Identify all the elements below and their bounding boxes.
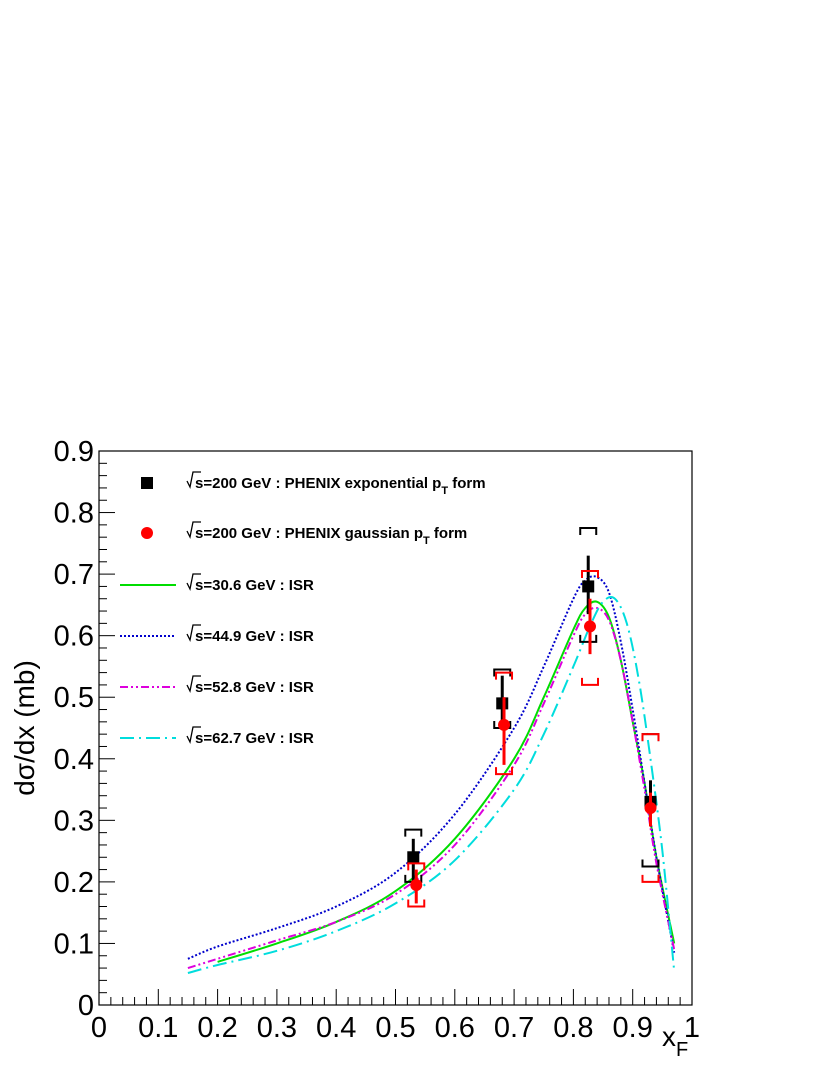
legend-label-part: s=200 GeV : PHENIX exponential p [195, 475, 441, 492]
data-point-circle [644, 802, 657, 815]
x-tick-label: 0.3 [257, 1012, 297, 1044]
legend-label: s=52.8 GeV : ISR [195, 679, 314, 696]
sys-bracket-high [641, 733, 660, 742]
legend-label-part: s=44.9 GeV : ISR [195, 628, 314, 645]
x-tick-label: 1 [684, 1012, 700, 1044]
y-tick-label: 0.7 [54, 559, 94, 591]
y-tick-label: 0.2 [54, 867, 94, 899]
sqrt-symbol [186, 471, 201, 489]
axis-tick-labels: 0 0.1 0.2 0.3 0.4 0.5 0.6 0.7 0.8 0.9 1 0 0.1 0.2 0.3 0… [54, 436, 700, 1044]
sys-bracket-low [641, 874, 660, 883]
x-tick-label: 0.9 [613, 1012, 653, 1044]
data-point-circle [584, 620, 597, 633]
x-tick-label: 0.6 [435, 1012, 475, 1044]
legend-label-part: s=62.7 GeV : ISR [195, 730, 314, 747]
sys-bracket-low [407, 899, 426, 908]
y-tick-label: 0 [78, 990, 94, 1022]
data-point-square [582, 580, 595, 593]
y-tick-label: 0.4 [54, 744, 94, 776]
data-point-circle [498, 718, 511, 731]
sys-bracket-high [581, 570, 600, 579]
x-tick-label: 0.2 [197, 1012, 237, 1044]
legend-label-part: form [430, 525, 468, 542]
legend-label: s=200 GeV : PHENIX exponential pT form [195, 475, 486, 497]
phenix-points [404, 526, 660, 908]
sys-bracket-high [407, 862, 426, 871]
legend-label-part: s=30.6 GeV : ISR [195, 577, 314, 594]
x-tick-label: 0.4 [316, 1012, 356, 1044]
sqrt-symbol [186, 624, 201, 642]
legend: s=200 GeV : PHENIX exponential pT forms=… [120, 471, 486, 747]
legend-label: s=62.7 GeV : ISR [195, 730, 314, 747]
x-tick-label: 0 [91, 1012, 107, 1044]
sys-bracket-high [579, 526, 598, 535]
legend-marker-square [141, 477, 153, 489]
y-tick-label: 0.1 [54, 928, 94, 960]
x-tick-label: 0.5 [375, 1012, 415, 1044]
y-axis-title: dσ/dx (mb) [9, 660, 40, 796]
sys-bracket-high [641, 733, 660, 742]
x-axis-title-subscript: F [676, 1039, 688, 1061]
legend-label-part: s=52.8 GeV : ISR [195, 679, 314, 696]
isr-curve-5 [187, 596, 676, 974]
legend-label-part: T [441, 485, 448, 497]
sys-bracket-low [495, 767, 514, 776]
isr-curve-2 [217, 600, 676, 963]
legend-label: s=30.6 GeV : ISR [195, 577, 314, 594]
sys-bracket-low [641, 859, 660, 868]
legend-label-part: s=200 GeV : PHENIX gaussian p [195, 525, 423, 542]
sqrt-symbol [186, 675, 201, 693]
legend-label-part: T [423, 535, 430, 547]
x-tick-label: 0.7 [494, 1012, 534, 1044]
sqrt-symbol [186, 573, 201, 591]
legend-marker-circle [141, 527, 153, 539]
y-tick-label: 0.8 [54, 498, 94, 530]
legend-label-part: form [448, 475, 486, 492]
isr-curve-3 [187, 575, 676, 960]
y-tick-label: 0.6 [54, 621, 94, 653]
x-axis-title-main: x [662, 1021, 676, 1052]
sqrt-symbol [186, 726, 201, 744]
data-point-square [407, 851, 420, 864]
legend-label: s=200 GeV : PHENIX gaussian pT form [195, 525, 467, 547]
sqrt-symbol [186, 521, 201, 539]
sys-bracket-low [581, 677, 600, 686]
legend-label: s=44.9 GeV : ISR [195, 628, 314, 645]
x-tick-label: 0.8 [553, 1012, 593, 1044]
axis-ticks [98, 450, 693, 1006]
x-axis-title: xF [662, 1021, 688, 1061]
y-tick-label: 0.3 [54, 805, 94, 837]
sys-bracket-high [404, 828, 423, 837]
x-tick-label: 0.1 [138, 1012, 178, 1044]
sys-bracket-low [579, 634, 598, 643]
data-point-circle [410, 878, 423, 891]
sys-bracket-high [495, 671, 514, 680]
y-tick-label: 0.9 [54, 436, 94, 468]
y-tick-label: 0.5 [54, 682, 94, 714]
data-point-square [496, 697, 509, 710]
isr-curve-4 [187, 606, 676, 970]
